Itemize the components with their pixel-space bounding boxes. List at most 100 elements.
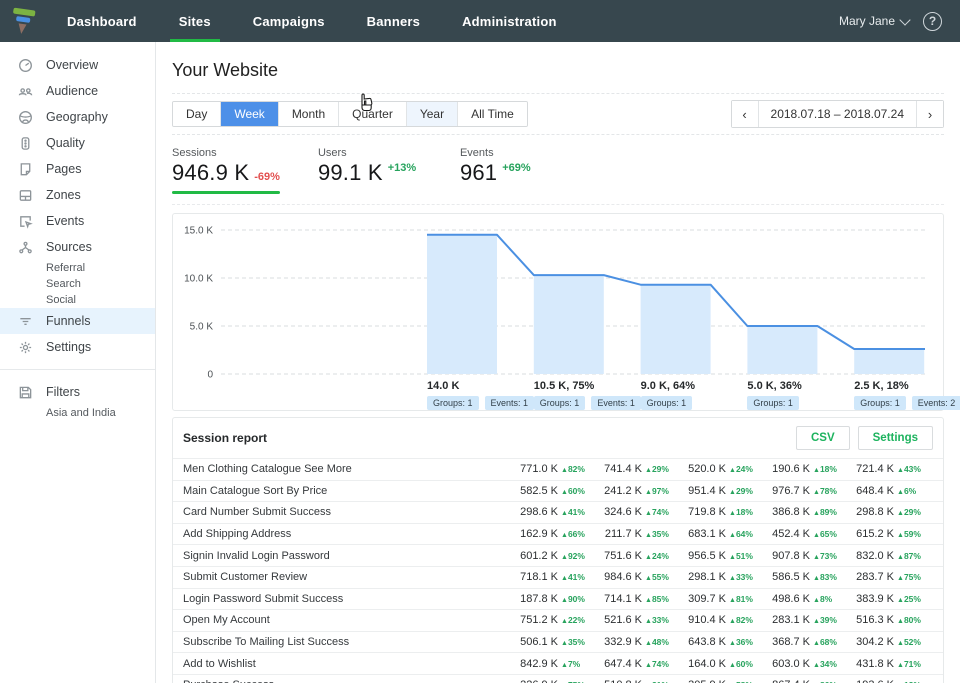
table-row[interactable]: Open My Account 751.2 K ▲22% 521.6 K ▲33…	[173, 609, 943, 631]
csv-button[interactable]: CSV	[796, 426, 850, 450]
sidebar-filter-asia-and-india[interactable]: Asia and India	[0, 405, 155, 421]
up-arrow-icon: ▲	[729, 532, 736, 539]
up-arrow-icon: ▲	[561, 510, 568, 517]
table-cell: 368.7 K ▲68%	[765, 636, 849, 648]
cell-value: 164.0 K	[688, 658, 726, 670]
up-arrow-icon: ▲	[561, 575, 568, 582]
stat-sessions[interactable]: Sessions 946.9 K -69%	[172, 147, 280, 194]
table-row[interactable]: Add to Wishlist 842.9 K ▲7% 647.4 K ▲74%…	[173, 652, 943, 674]
nav-item-dashboard[interactable]: Dashboard	[46, 0, 158, 42]
stat-users[interactable]: Users 99.1 K +13%	[318, 147, 422, 194]
cell-value: 910.4 K	[688, 614, 726, 626]
cell-change: ▲92%	[561, 551, 591, 561]
user-menu[interactable]: Mary Jane	[839, 14, 909, 28]
table-cell: 386.8 K ▲89%	[765, 506, 849, 518]
sidebar-item-label: Sources	[46, 240, 92, 254]
table-cell: 601.2 K ▲92%	[513, 550, 597, 562]
cell-change: ▲34%	[813, 659, 843, 669]
cell-change: ▲71%	[897, 659, 927, 669]
page-title: Your Website	[172, 60, 960, 81]
cell-change: ▲59%	[897, 529, 927, 539]
table-row[interactable]: Subscribe To Mailing List Success 506.1 …	[173, 631, 943, 653]
cell-value: 603.0 K	[772, 658, 810, 670]
cell-change: ▲24%	[729, 464, 759, 474]
settings-button[interactable]: Settings	[858, 426, 933, 450]
sidebar-item-zones[interactable]: Zones	[0, 182, 155, 208]
sidebar-item-quality[interactable]: Quality	[0, 130, 155, 156]
sidebar-item-audience[interactable]: Audience	[0, 78, 155, 104]
table-row[interactable]: Card Number Submit Success 298.6 K ▲41% …	[173, 501, 943, 523]
stat-value: 99.1 K	[318, 160, 383, 186]
up-arrow-icon: ▲	[729, 554, 736, 561]
sidebar-item-geography[interactable]: Geography	[0, 104, 155, 130]
sidebar-subitem-search[interactable]: Search	[0, 276, 155, 292]
cell-change: ▲80%	[897, 615, 927, 625]
table-cell: 951.4 K ▲29%	[681, 485, 765, 497]
sidebar-subitem-social[interactable]: Social	[0, 292, 155, 308]
up-arrow-icon: ▲	[645, 618, 652, 625]
table-row[interactable]: Login Password Submit Success 187.8 K ▲9…	[173, 588, 943, 610]
up-arrow-icon: ▲	[561, 554, 568, 561]
cell-value: 907.8 K	[772, 550, 810, 562]
period-tab-year[interactable]: Year	[407, 102, 458, 126]
cell-value: 601.2 K	[520, 550, 558, 562]
nav-item-sites[interactable]: Sites	[158, 0, 232, 42]
cell-change: ▲66%	[561, 529, 591, 539]
up-arrow-icon: ▲	[897, 575, 904, 582]
funnel-step-badges: Groups: 1	[641, 396, 693, 410]
globe-icon	[17, 109, 33, 125]
sidebar-item-events[interactable]: Events	[0, 208, 155, 234]
table-row[interactable]: Main Catalogue Sort By Price 582.5 K ▲60…	[173, 480, 943, 502]
table-cell: 910.4 K ▲82%	[681, 614, 765, 626]
nav-item-administration[interactable]: Administration	[441, 0, 578, 42]
next-period-button[interactable]: ›	[917, 101, 943, 127]
table-row[interactable]: Signin Invalid Login Password 601.2 K ▲9…	[173, 544, 943, 566]
table-cell: 211.7 K ▲35%	[597, 528, 681, 540]
app-logo[interactable]	[0, 0, 46, 42]
sidebar-item-label: Events	[46, 214, 84, 228]
cell-value: 582.5 K	[520, 485, 558, 497]
period-tab-month[interactable]: Month	[279, 102, 339, 126]
cell-change: ▲83%	[813, 572, 843, 582]
nav-item-banners[interactable]: Banners	[346, 0, 441, 42]
save-icon	[17, 384, 33, 400]
sidebar-item-settings[interactable]: Settings	[0, 334, 155, 360]
sidebar-divider	[0, 369, 155, 370]
sidebar-item-label: Settings	[46, 340, 91, 354]
table-cell: 976.7 K ▲78%	[765, 485, 849, 497]
sidebar-item-funnels[interactable]: Funnels	[0, 308, 155, 334]
sidebar-item-pages[interactable]: Pages	[0, 156, 155, 182]
cell-value: 751.6 K	[604, 550, 642, 562]
nav-item-campaigns[interactable]: Campaigns	[232, 0, 346, 42]
period-tab-quarter[interactable]: Quarter	[339, 102, 407, 126]
sidebar-item-overview[interactable]: Overview	[0, 52, 155, 78]
up-arrow-icon: ▲	[897, 662, 904, 669]
stat-events[interactable]: Events 961 +69%	[460, 147, 564, 194]
navbar-right: Mary Jane ?	[839, 0, 960, 42]
prev-period-button[interactable]: ‹	[732, 101, 758, 127]
table-row[interactable]: Purchase Success 226.9 K ▲75% 510.8 K ▲3…	[173, 674, 943, 683]
table-cell: 984.6 K ▲55%	[597, 571, 681, 583]
funnel-step-badges: Groups: 1	[747, 396, 799, 410]
stat-value: 961	[460, 160, 497, 186]
help-icon[interactable]: ?	[923, 12, 942, 31]
up-arrow-icon: ▲	[897, 489, 904, 496]
period-tab-day[interactable]: Day	[173, 102, 221, 126]
table-row[interactable]: Men Clothing Catalogue See More 771.0 K …	[173, 458, 943, 480]
table-row[interactable]: Submit Customer Review 718.1 K ▲41% 984.…	[173, 566, 943, 588]
funnel-step-badges: Groups: 1Events: 1	[427, 396, 534, 410]
table-cell: 582.5 K ▲60%	[513, 485, 597, 497]
table-cell: 718.1 K ▲41%	[513, 571, 597, 583]
main-content: Your Website DayWeekMonthQuarterYearAll …	[156, 42, 960, 683]
period-tab-week[interactable]: Week	[221, 102, 278, 126]
table-row[interactable]: Add Shipping Address 162.9 K ▲66% 211.7 …	[173, 523, 943, 545]
cell-change: ▲8%	[813, 594, 843, 604]
up-arrow-icon: ▲	[561, 662, 568, 669]
sidebar-item-sources[interactable]: Sources	[0, 234, 155, 260]
sidebar-item-filters[interactable]: Filters	[0, 379, 155, 405]
table-cell: 721.4 K ▲43%	[849, 463, 933, 475]
period-tab-all-time[interactable]: All Time	[458, 102, 527, 126]
table-cell: 162.9 K ▲66%	[513, 528, 597, 540]
groups-badge: Groups: 1	[427, 396, 479, 410]
sidebar-subitem-referral[interactable]: Referral	[0, 260, 155, 276]
